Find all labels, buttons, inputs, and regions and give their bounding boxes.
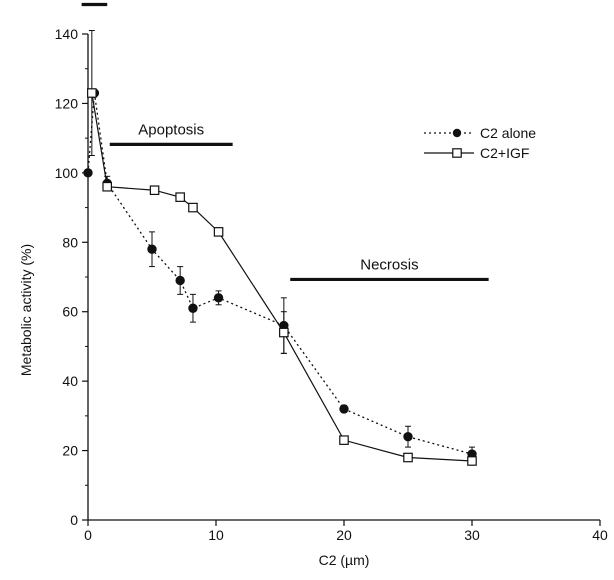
legend-label: C2 alone — [480, 125, 536, 141]
data-point — [87, 88, 97, 98]
x-tick-label: 0 — [84, 527, 92, 543]
x-ticks: 0 10 20 30 40 — [84, 520, 608, 543]
data-point — [147, 244, 157, 254]
y-tick-label: 120 — [55, 95, 79, 111]
legend-marker — [452, 128, 462, 138]
y-tick-label: 100 — [55, 165, 79, 181]
x-axis-title: C2 (µm) — [319, 552, 370, 568]
x-tick-label: 10 — [208, 527, 224, 543]
y-tick-label: 0 — [70, 512, 78, 528]
x-tick-label: 30 — [464, 527, 480, 543]
legend-marker — [452, 148, 462, 158]
series-line — [91, 92, 473, 462]
y-axis-title: Metabolic activity (%) — [18, 244, 34, 376]
data-point — [149, 185, 160, 196]
y-tick-label: 140 — [55, 26, 79, 42]
data-point — [467, 456, 477, 466]
axes: 0 10 20 30 40 0 20 40 60 80 100 120 140 C2 (µm) Met… — [18, 26, 608, 568]
data-point — [213, 227, 224, 237]
legend-label: C2+IGF — [480, 145, 529, 161]
phase-label: Necrosis — [360, 256, 418, 273]
data-point — [213, 293, 224, 303]
series-layer — [83, 30, 477, 466]
data-point — [102, 181, 112, 192]
x-tick-label: 40 — [592, 527, 608, 543]
data-point — [339, 435, 349, 445]
data-point — [188, 202, 198, 213]
x-tick-label: 20 — [336, 527, 352, 543]
data-point — [339, 404, 349, 414]
y-tick-label: 20 — [62, 443, 78, 459]
data-point — [279, 327, 289, 338]
data-point — [403, 452, 413, 463]
data-point — [188, 303, 198, 313]
phase-label: Apoptosis — [138, 121, 204, 138]
series-line — [87, 92, 473, 455]
data-point — [83, 168, 93, 178]
data-point — [175, 192, 185, 202]
data-point — [175, 275, 185, 286]
y-ticks: 0 20 40 60 80 100 120 140 — [55, 26, 88, 528]
y-tick-label: 80 — [62, 234, 78, 250]
data-point — [403, 431, 413, 442]
y-tick-label: 60 — [62, 304, 78, 320]
legend: C2 alone C2+IGF — [424, 125, 536, 161]
y-tick-label: 40 — [62, 373, 78, 389]
phase-annotations: ProliferationApoptosisNecrosis — [22, 0, 489, 282]
